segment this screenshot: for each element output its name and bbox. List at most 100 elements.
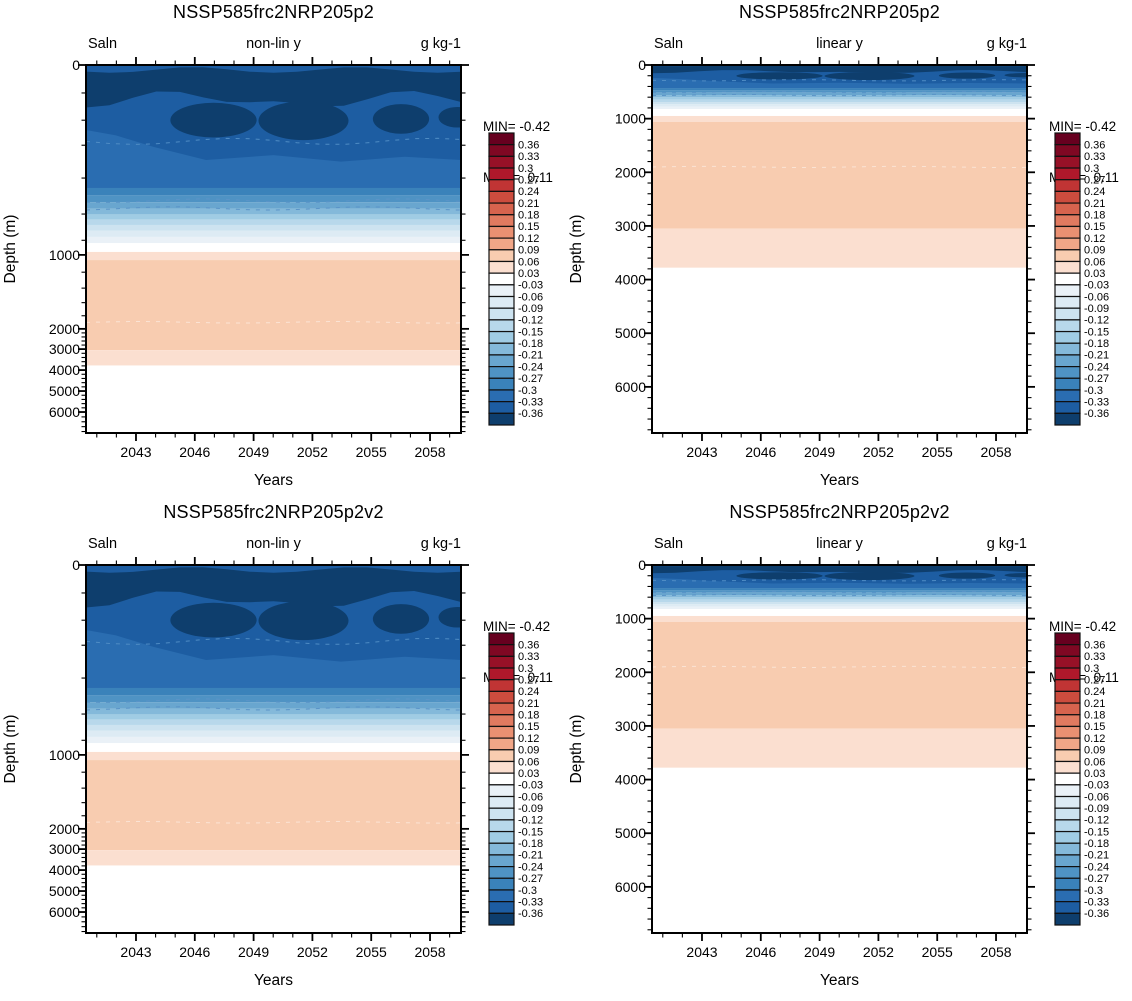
svg-text:-0.3: -0.3 [518,885,537,897]
colorbar: 0.360.330.30.270.240.210.180.150.120.090… [1054,632,1109,926]
svg-text:0.24: 0.24 [518,186,539,198]
axis-strings: Saln linear y g kg-1 [652,536,1027,554]
svg-text:0.18: 0.18 [1084,210,1105,222]
svg-text:0.03: 0.03 [518,768,539,780]
svg-text:-0.36: -0.36 [1084,908,1109,920]
min-value-label: MIN= -0.42 [1049,119,1117,134]
svg-text:0.3: 0.3 [518,163,533,175]
svg-text:0.3: 0.3 [1084,163,1099,175]
svg-text:2000: 2000 [615,664,646,680]
svg-text:-0.27: -0.27 [1084,873,1109,885]
left-axis-string: Saln [88,36,118,52]
contour-field [86,65,461,433]
svg-text:0.09: 0.09 [518,245,539,257]
svg-text:2046: 2046 [745,944,776,960]
contour-field [86,565,461,933]
svg-text:0.21: 0.21 [1084,698,1105,710]
svg-text:-0.24: -0.24 [518,861,543,873]
svg-text:2046: 2046 [745,444,776,460]
svg-text:-0.21: -0.21 [1084,850,1109,862]
svg-text:6000: 6000 [615,879,646,895]
panel-title: NSSP585frc2NRP205p2 [173,2,374,22]
svg-text:-0.3: -0.3 [1084,385,1103,397]
left-axis-string: Saln [654,36,684,52]
svg-text:-0.36: -0.36 [518,408,543,420]
svg-text:1000: 1000 [49,747,80,763]
panel-title: NSSP585frc2NRP205p2 [739,2,940,22]
y-tick-labels: 0 1000 2000 3000 4000 5000 6000 [615,557,646,895]
svg-text:2058: 2058 [414,944,445,960]
svg-text:0.15: 0.15 [1084,721,1105,733]
min-value-label: MIN= -0.42 [483,619,551,634]
svg-text:2000: 2000 [49,321,80,337]
svg-text:-0.03: -0.03 [1084,280,1109,292]
svg-text:0.18: 0.18 [518,210,539,222]
axis-strings: Saln non-lin y g kg-1 [86,536,461,554]
svg-text:-0.27: -0.27 [518,373,543,385]
svg-text:-0.15: -0.15 [1084,826,1109,838]
svg-text:0.24: 0.24 [1084,186,1105,198]
svg-text:2049: 2049 [238,444,269,460]
center-axis-string: linear y [816,536,863,552]
svg-text:0.3: 0.3 [518,663,533,675]
svg-text:0.33: 0.33 [1084,151,1105,163]
svg-text:0.03: 0.03 [1084,768,1105,780]
svg-text:0: 0 [638,57,646,73]
colorbar: 0.360.330.30.270.240.210.180.150.120.090… [488,132,543,426]
svg-text:5000: 5000 [49,883,80,899]
x-tick-labels: 2043 2046 2049 2052 2055 2058 [120,944,445,960]
svg-text:0.03: 0.03 [1084,268,1105,280]
svg-text:2058: 2058 [980,944,1011,960]
svg-text:2055: 2055 [356,944,387,960]
panel-title: NSSP585frc2NRP205p2v2 [729,502,950,522]
svg-text:2055: 2055 [356,444,387,460]
svg-text:4000: 4000 [49,862,80,878]
svg-text:2055: 2055 [922,444,953,460]
svg-text:-0.03: -0.03 [1084,780,1109,792]
svg-text:3000: 3000 [615,718,646,734]
svg-text:-0.06: -0.06 [1084,791,1109,803]
svg-text:2043: 2043 [686,944,717,960]
svg-text:6000: 6000 [49,404,80,420]
svg-text:0.36: 0.36 [518,139,539,151]
svg-text:2043: 2043 [686,444,717,460]
svg-text:2055: 2055 [922,944,953,960]
axis-strings: Saln linear y g kg-1 [652,36,1027,54]
svg-text:2043: 2043 [120,944,151,960]
svg-text:-0.18: -0.18 [518,838,543,850]
axis-ticks [78,557,469,941]
svg-text:4000: 4000 [615,772,646,788]
y-tick-labels: 0 1000 2000 3000 4000 5000 6000 [615,57,646,395]
center-axis-string: non-lin y [246,536,301,552]
svg-text:-0.15: -0.15 [1084,326,1109,338]
svg-text:5000: 5000 [615,825,646,841]
svg-text:0: 0 [72,557,80,573]
svg-text:-0.24: -0.24 [518,361,543,373]
svg-text:-0.03: -0.03 [518,780,543,792]
contour-plot: 2043 2046 2049 2052 2055 2058 0 1000 2000 3000 400… [615,57,1109,460]
panel-title: NSSP585frc2NRP205p2v2 [163,502,384,522]
svg-text:2000: 2000 [49,821,80,837]
min-value-label: MIN= -0.42 [483,119,551,134]
svg-text:-0.18: -0.18 [518,338,543,350]
svg-text:4000: 4000 [615,272,646,288]
contour-field [652,65,1027,433]
svg-text:-0.06: -0.06 [518,791,543,803]
x-tick-labels: 2043 2046 2049 2052 2055 2058 [686,444,1011,460]
svg-text:-0.15: -0.15 [518,826,543,838]
svg-text:-0.3: -0.3 [1084,885,1103,897]
svg-text:0.27: 0.27 [1084,675,1105,687]
svg-text:0.21: 0.21 [1084,198,1105,210]
svg-text:-0.09: -0.09 [518,303,543,315]
svg-text:0.03: 0.03 [518,268,539,280]
svg-text:-0.12: -0.12 [1084,815,1109,827]
svg-text:0.15: 0.15 [518,221,539,233]
panel-top-right: NSSP585frc2NRP205p2 Saln linear y g kg-1… [566,0,1132,500]
center-axis-string: non-lin y [246,36,301,52]
svg-text:0.21: 0.21 [518,698,539,710]
svg-text:0.27: 0.27 [518,175,539,187]
svg-text:-0.03: -0.03 [518,280,543,292]
svg-text:-0.27: -0.27 [518,873,543,885]
svg-text:0.06: 0.06 [518,756,539,768]
